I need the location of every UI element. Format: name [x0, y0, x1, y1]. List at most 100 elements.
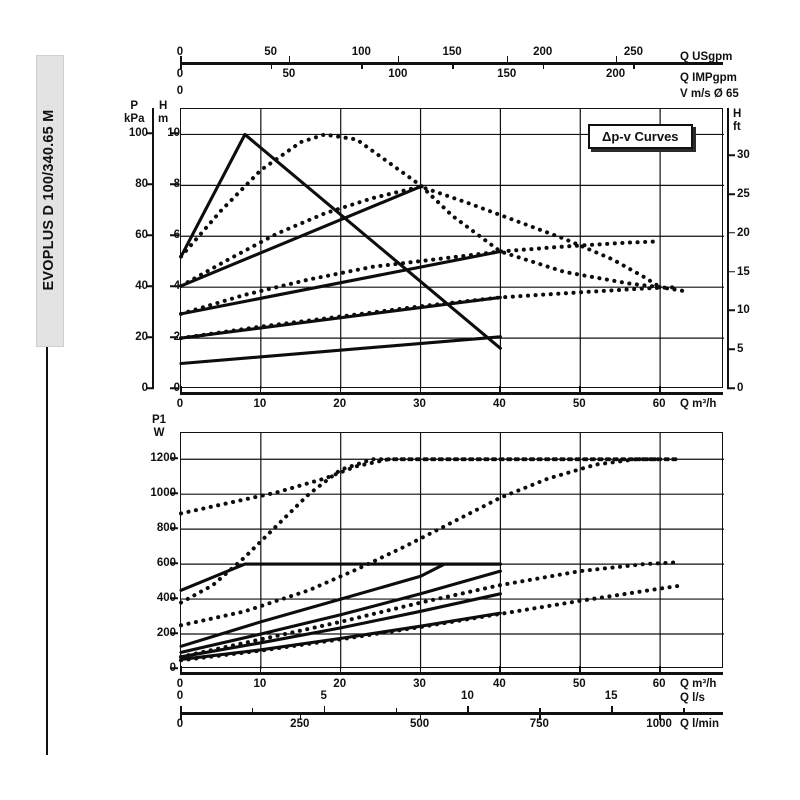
qls-tick-label: 0: [176, 690, 184, 702]
curve-pdot-2-dotted: [179, 560, 679, 659]
kpa-tick-label: 60: [135, 229, 148, 242]
head-axis-unit: m: [158, 113, 169, 126]
ft-tick-label: 30: [737, 149, 750, 162]
qlmin-tick-label: 0: [176, 718, 184, 730]
head-ft-axis-head: H ft: [733, 108, 741, 134]
qm3h-tick-label-bottom: 50: [572, 678, 586, 690]
qlmin-tick-label: 1000: [646, 718, 672, 730]
pressure-axis-name: P: [130, 100, 139, 112]
axis-tick: [419, 386, 422, 393]
impgpm-tick-label: 200: [606, 68, 626, 80]
axis-tick: [146, 132, 154, 135]
axis-tick: [270, 62, 273, 69]
qm3h-tick-label-bottom: 0: [176, 678, 184, 690]
power-axis-unit: W: [153, 427, 165, 440]
axis-tick: [539, 713, 541, 720]
velocity-tick-label: 0: [176, 85, 184, 97]
power-tick-label: 800: [156, 522, 176, 535]
axis-tick: [452, 62, 454, 69]
head-chart-plot-area: [179, 108, 724, 389]
curve-dpv-3-dotted: [179, 239, 663, 316]
qm3h-tick-label-bottom: 10: [253, 678, 267, 690]
axis-tick: [170, 183, 178, 186]
axis-tick: [611, 706, 613, 713]
kpa-tick-label: 80: [135, 178, 148, 191]
axis-tick: [170, 336, 178, 338]
qm3h-tick-label-top: 60: [652, 398, 666, 410]
curve-p-max-solid: [179, 562, 502, 592]
axis-tick: [146, 234, 154, 237]
axis-tick: [170, 234, 178, 237]
axis-tick: [615, 56, 618, 63]
curve-pdot-3-dotted: [179, 457, 679, 628]
axis-tick: [146, 387, 154, 389]
usgpm-tick-label: 100: [351, 46, 371, 58]
qlmin-tick-label: 250: [290, 718, 310, 730]
impgpm-axis-title: Q IMPgpm: [680, 72, 737, 84]
axis-tick: [499, 386, 501, 393]
axis-tick: [170, 562, 178, 564]
axis-tick: [506, 56, 509, 63]
axis-tick: [683, 708, 685, 713]
axis-tick: [397, 56, 400, 63]
ft-tick-label: 0: [737, 382, 744, 394]
axis-tick: [361, 62, 363, 69]
qlmin-tick-label: 750: [529, 718, 549, 730]
qm3h-tick-label-top: 10: [253, 398, 267, 410]
axis-tick: [170, 492, 178, 494]
power-tick-label: 400: [156, 592, 176, 605]
curve-p-2-solid: [179, 592, 502, 659]
power-chart-plot-area: [179, 432, 724, 669]
qm3h-tick-label-top: 40: [493, 398, 506, 410]
axis-tick: [170, 457, 178, 459]
head-ft-axis-name: H: [733, 108, 742, 120]
qm3h-tick-label-bottom: 20: [333, 678, 347, 690]
axis-tick: [727, 193, 735, 195]
axis-tick: [259, 666, 262, 673]
axis-tick: [395, 708, 398, 713]
head-chart-curves: [179, 109, 724, 389]
axis-tick: [419, 666, 422, 673]
usgpm-axis-title: Q USgpm: [680, 51, 733, 63]
curve-speed-4-solid: [179, 185, 423, 288]
axis-tick: [170, 132, 178, 135]
axis-tick: [170, 387, 178, 389]
ft-tick-label: 10: [737, 304, 750, 317]
axis-tick: [259, 386, 262, 393]
qm3h-tick-label-top: 30: [413, 398, 426, 410]
qlmin-axis-title: Q l/min: [680, 718, 719, 730]
impgpm-tick-label: 100: [388, 68, 408, 80]
qlmin-tick-label: 500: [409, 718, 430, 730]
axis-tick: [180, 713, 182, 720]
impgpm-tick-label: 50: [282, 68, 296, 80]
power-chart-curves: [179, 433, 724, 669]
axis-tick: [170, 667, 178, 669]
axis-tick: [170, 527, 178, 529]
usgpm-tick-label: 150: [442, 46, 462, 58]
power-tick-label: 0: [116, 662, 176, 674]
axis-tick: [299, 713, 302, 720]
kpa-tick-label: 0: [141, 382, 148, 394]
impgpm-tick-label: 150: [497, 68, 517, 80]
model-label: EVOPLUS D 100/340.65 M: [41, 109, 57, 291]
axis-tick: [146, 336, 154, 338]
kpa-tick-label: 40: [135, 280, 148, 293]
axis-tick: [727, 270, 735, 273]
ft-tick-label: 25: [737, 188, 750, 201]
head-axis-head: H m: [158, 100, 168, 126]
power-tick-label: 1200: [150, 452, 176, 465]
axis-tick: [170, 597, 178, 599]
power-tick-label: 200: [156, 627, 176, 640]
axis-tick: [146, 183, 154, 186]
axis-tick: [542, 62, 545, 69]
axis-tick: [170, 285, 178, 287]
pressure-axis-unit: kPa: [124, 113, 145, 126]
kpa-tick-label: 100: [128, 127, 148, 140]
axis-tick: [727, 154, 735, 156]
curve-p-3-solid: [179, 569, 502, 654]
axis-tick: [323, 706, 326, 713]
qm3h-tick-label-bottom: 30: [413, 678, 426, 690]
usgpm-tick-label: 0: [176, 46, 184, 58]
usgpm-tick-label: 50: [264, 46, 278, 58]
